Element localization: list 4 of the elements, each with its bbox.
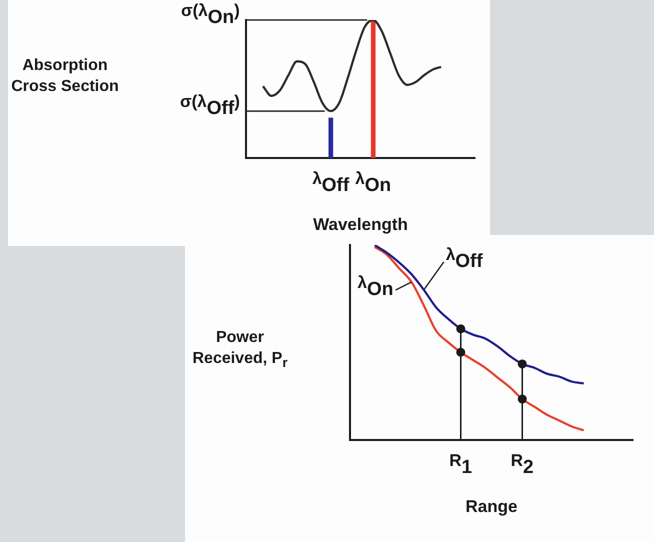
y-axis-title: Absorption Cross Section xyxy=(10,56,120,97)
x-axis-title: Wavelength xyxy=(313,215,408,234)
x-axis-title: Range xyxy=(466,497,518,516)
y-axis-title: Power Received, P$_{r}$ xyxy=(191,328,288,372)
